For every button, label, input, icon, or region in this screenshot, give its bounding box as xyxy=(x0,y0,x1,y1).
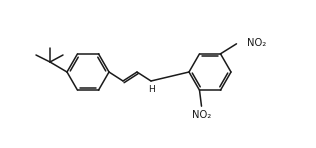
Text: NO₂: NO₂ xyxy=(192,110,211,120)
Text: NO₂: NO₂ xyxy=(246,38,266,48)
Text: H: H xyxy=(149,85,155,94)
